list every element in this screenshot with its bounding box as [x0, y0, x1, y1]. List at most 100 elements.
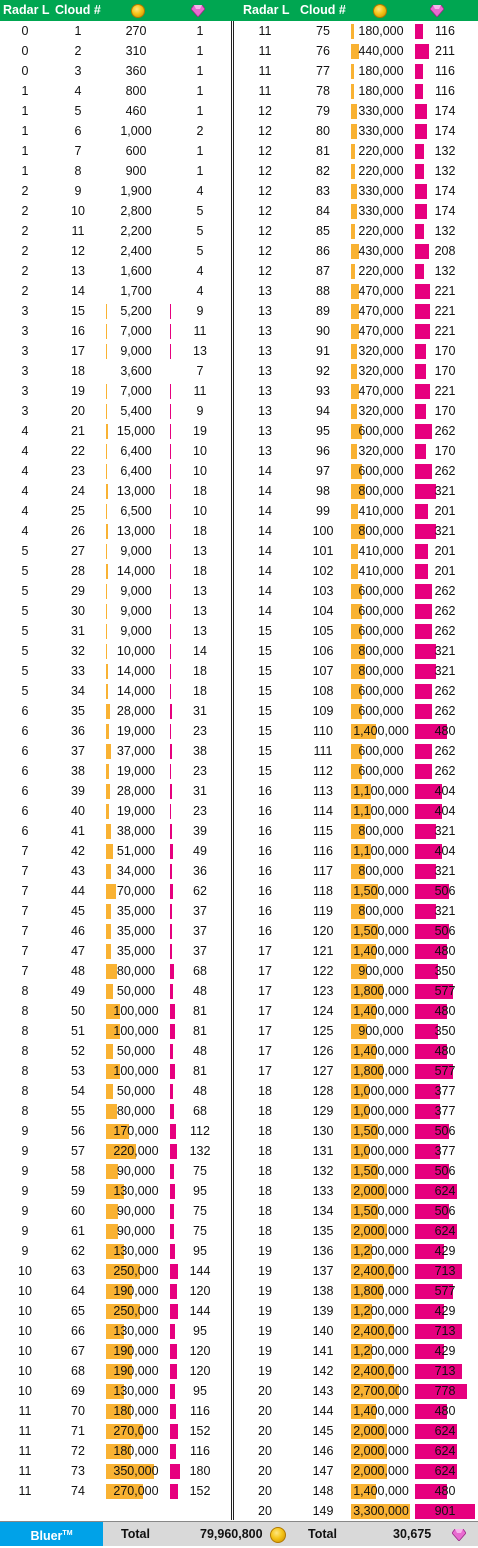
- gem-bar: [415, 1244, 444, 1259]
- gem-bar: [170, 384, 171, 399]
- gold-cost-cell: 1,000,000: [353, 1144, 409, 1158]
- gem-bar: [415, 1124, 449, 1139]
- header-cloud-left: Cloud #: [55, 3, 101, 17]
- gold-bar: [351, 104, 357, 119]
- gem-cost-cell: 116: [190, 1444, 210, 1458]
- table-row: 1 6 1,000 2: [0, 121, 231, 141]
- gem-cost-cell: 5: [196, 224, 204, 238]
- gold-cost-cell: 1,400,000: [353, 1404, 409, 1418]
- table-row: 12 82 220,000 132: [234, 161, 478, 181]
- gem-bar: [170, 464, 171, 479]
- gold-cost-cell: 5,400: [120, 404, 152, 418]
- radar-level-cell: 20: [258, 1464, 272, 1478]
- table-row: 10 64 190,000 120: [0, 1281, 231, 1301]
- gem-bar: [415, 544, 428, 559]
- table-row: 18 131 1,000,000 377: [234, 1141, 478, 1161]
- gem-bar: [415, 804, 442, 819]
- cloud-number-cell: 119: [313, 904, 333, 918]
- gem-cost-cell: 23: [193, 724, 207, 738]
- table-row: 18 130 1,500,000 506: [234, 1121, 478, 1141]
- gem-bar: [415, 1484, 447, 1499]
- table-row: 13 88 470,000 221: [234, 281, 478, 301]
- radar-level-cell: 20: [258, 1444, 272, 1458]
- table-row: 3 15 5,200 9: [0, 301, 231, 321]
- radar-level-cell: 11: [258, 44, 272, 58]
- gem-bar: [170, 324, 171, 339]
- gold-cost-cell: 2,400,000: [353, 1324, 409, 1338]
- gold-cost-cell: 800: [125, 84, 147, 98]
- gem-bar: [170, 1484, 178, 1499]
- gem-bar: [415, 924, 449, 939]
- gold-bar: [351, 1044, 376, 1059]
- gold-cost-cell: 600,000: [358, 604, 404, 618]
- gem-cost-cell: 480: [434, 1404, 456, 1418]
- gem-cost-cell: 39: [193, 824, 207, 838]
- gem-cost-cell: 13: [193, 584, 207, 598]
- gold-cost-cell: 35,000: [116, 904, 156, 918]
- cloud-number-cell: 85: [316, 224, 330, 238]
- gold-cost-cell: 80,000: [116, 1104, 156, 1118]
- gold-bar: [351, 604, 362, 619]
- gem-bar: [170, 704, 172, 719]
- gem-bar: [170, 1004, 175, 1019]
- cloud-number-cell: 10: [71, 204, 85, 218]
- radar-level-cell: 7: [21, 844, 29, 858]
- gold-cost-cell: 50,000: [116, 1044, 156, 1058]
- cloud-number-cell: 25: [71, 504, 85, 518]
- gold-bar: [351, 364, 357, 379]
- table-row: 14 104 600,000 262: [234, 601, 478, 621]
- radar-level-cell: 10: [18, 1284, 32, 1298]
- table-row: 11 72 180,000 116: [0, 1441, 231, 1461]
- gold-cost-cell: 800,000: [358, 644, 404, 658]
- cloud-number-cell: 40: [71, 804, 85, 818]
- radar-level-cell: 12: [258, 184, 272, 198]
- gem-cost-cell: 2: [196, 124, 204, 138]
- gold-cost-cell: 14,000: [116, 684, 156, 698]
- gem-cost-cell: 480: [434, 944, 456, 958]
- table-row: 10 67 190,000 120: [0, 1341, 231, 1361]
- radar-level-cell: 6: [21, 824, 29, 838]
- radar-level-cell: 18: [258, 1164, 272, 1178]
- radar-level-cell: 3: [21, 344, 29, 358]
- cloud-number-cell: 92: [316, 364, 330, 378]
- gold-cost-cell: 900,000: [358, 1024, 404, 1038]
- cloud-number-cell: 55: [71, 1104, 85, 1118]
- gem-bar: [415, 944, 447, 959]
- gold-cost-cell: 9,000: [120, 624, 152, 638]
- table-row: 6 40 19,000 23: [0, 801, 231, 821]
- cloud-number-cell: 128: [312, 1084, 334, 1098]
- gem-bar: [415, 764, 432, 779]
- gold-bar: [106, 1444, 131, 1459]
- radar-level-cell: 3: [21, 304, 29, 318]
- cloud-number-cell: 114: [313, 804, 333, 818]
- gem-bar: [170, 1424, 178, 1439]
- table-row: 19 142 2,400,000 713: [234, 1361, 478, 1381]
- gold-cost-cell: 180,000: [358, 24, 404, 38]
- gold-bar: [351, 84, 354, 99]
- gem-cost-cell: 18: [193, 664, 207, 678]
- radar-level-cell: 19: [258, 1304, 272, 1318]
- radar-level-cell: 17: [258, 964, 272, 978]
- gem-bar: [170, 684, 171, 699]
- total-label-gold: Total: [121, 1527, 150, 1541]
- cloud-number-cell: 90: [316, 324, 330, 338]
- radar-level-cell: 14: [258, 564, 272, 578]
- cloud-number-cell: 52: [71, 1044, 85, 1058]
- gold-cost-cell: 330,000: [358, 184, 404, 198]
- cloud-number-cell: 22: [71, 444, 85, 458]
- gem-cost-cell: 132: [189, 1144, 211, 1158]
- radar-level-cell: 10: [18, 1344, 32, 1358]
- gem-bar: [415, 384, 430, 399]
- table-row: 10 63 250,000 144: [0, 1261, 231, 1281]
- gem-bar: [415, 964, 438, 979]
- total-gems-value: 30,675: [393, 1527, 432, 1541]
- gold-bar: [351, 264, 355, 279]
- table-row: 18 133 2,000,000 624: [234, 1181, 478, 1201]
- gem-bar: [415, 484, 436, 499]
- gold-cost-cell: 220,000: [358, 264, 404, 278]
- radar-level-cell: 9: [21, 1204, 29, 1218]
- gold-bar: [106, 884, 116, 899]
- radar-level-cell: 13: [258, 324, 272, 338]
- gold-bar: [351, 1004, 376, 1019]
- gem-cost-cell: 1: [196, 24, 204, 38]
